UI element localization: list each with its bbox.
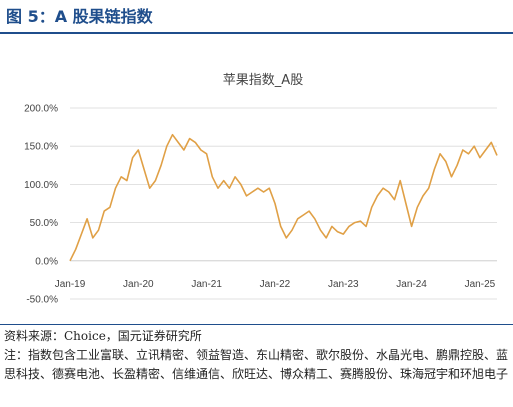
index-constituents-note: 注：指数包含工业富联、立讯精密、领益智造、东山精密、歌尔股份、水晶光电、鹏鼎控股… [4, 348, 509, 381]
y-tick-labels: -50.0% 0.0% 50.0% 100.0% 150.0% 200.0% [24, 104, 58, 306]
x-tick-label: Jan-23 [328, 279, 359, 290]
bottom-rule [0, 324, 513, 325]
gridlines [70, 107, 497, 300]
x-tick-label: Jan-21 [191, 279, 222, 290]
x-tick-label: Jan-19 [55, 279, 86, 290]
line-chart: 苹果指数_A股 -50.0% 0.0% 50.0% 100.0% 150.0% 200.0… [24, 73, 498, 306]
x-tick-labels: Jan-19 Jan-20 Jan-21 Jan-22 Jan-23 Jan-24 Jan-… [55, 279, 496, 290]
x-tick-label: Jan-25 [465, 279, 496, 290]
x-tick-label: Jan-24 [396, 279, 427, 290]
source-note: 资料来源：Choice，国元证券研究所 [4, 329, 202, 343]
x-tick-label: Jan-20 [123, 279, 154, 290]
chart-title: 苹果指数_A股 [223, 73, 303, 88]
y-tick-label: -50.0% [26, 295, 58, 306]
y-tick-label: 0.0% [35, 256, 58, 267]
y-tick-label: 50.0% [30, 218, 58, 229]
series-line [69, 133, 498, 262]
y-tick-label: 100.0% [24, 180, 58, 191]
x-tick-label: Jan-22 [260, 279, 291, 290]
title-rule [0, 32, 513, 34]
y-tick-label: 150.0% [24, 142, 58, 153]
figure-title: 图 5：A 股果链指数 [6, 7, 153, 26]
y-tick-label: 200.0% [24, 104, 58, 115]
